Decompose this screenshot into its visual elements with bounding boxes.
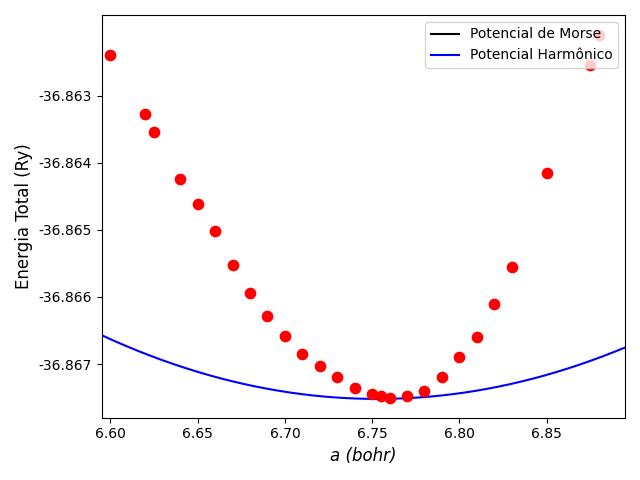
Potencial Harmônico	[506, 381, 514, 387]
Potencial Harmônico	[151, 355, 159, 360]
Potencial Harmônico	[310, 393, 317, 398]
Point	[332, 373, 342, 381]
Point	[210, 228, 220, 235]
Point	[472, 333, 482, 341]
Potencial Harmônico	[328, 395, 336, 400]
Point	[315, 362, 325, 370]
Y-axis label: Energia Total (Ry): Energia Total (Ry)	[15, 144, 33, 289]
Point	[594, 31, 604, 39]
Point	[376, 393, 386, 400]
Potencial Harmônico	[458, 390, 465, 396]
Point	[419, 387, 429, 395]
Point	[506, 263, 516, 271]
Potencial Harmônico	[621, 345, 629, 350]
Point	[106, 51, 116, 59]
Point	[297, 350, 307, 358]
Point	[149, 129, 159, 136]
Potencial Harmônico	[373, 396, 381, 402]
Line: Potencial Harmônico: Potencial Harmônico	[102, 335, 625, 399]
Point	[227, 261, 237, 268]
Legend: Potencial de Morse, Potencial Harmônico: Potencial de Morse, Potencial Harmônico	[426, 22, 618, 68]
Point	[367, 390, 377, 398]
Point	[193, 201, 203, 208]
Point	[280, 332, 290, 340]
Point	[140, 110, 150, 118]
Potencial Harmônico	[516, 379, 524, 385]
Point	[489, 300, 499, 308]
X-axis label: a (bohr): a (bohr)	[330, 447, 397, 465]
Point	[585, 61, 595, 69]
Point	[402, 393, 412, 400]
Point	[349, 384, 360, 391]
Point	[175, 175, 186, 182]
Point	[262, 312, 273, 320]
Point	[245, 289, 255, 297]
Point	[454, 353, 465, 361]
Potencial Harmônico	[98, 332, 106, 338]
Point	[541, 169, 552, 177]
Point	[436, 373, 447, 381]
Point	[385, 394, 395, 401]
